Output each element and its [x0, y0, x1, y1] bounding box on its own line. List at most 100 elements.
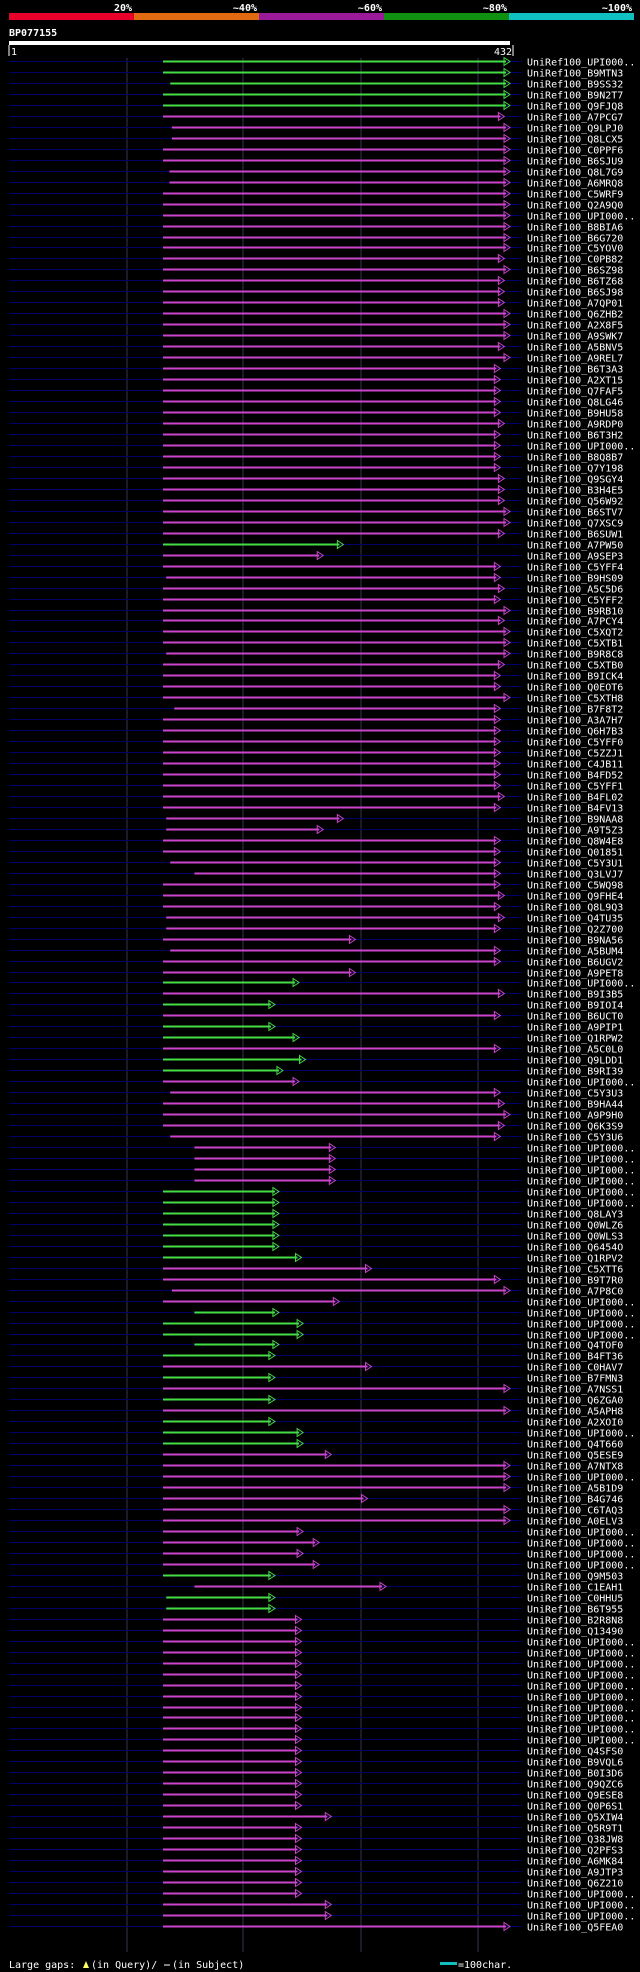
- hit-label[interactable]: UniRef100_C5YFF2: [527, 596, 623, 607]
- hit-label[interactable]: UniRef100_Q5R9T1: [527, 1824, 623, 1835]
- hit-label[interactable]: UniRef100_Q9FHE4: [527, 892, 623, 903]
- hit-row[interactable]: UniRef100_Q0WLZ6: [9, 1219, 623, 1232]
- hit-row[interactable]: UniRef100_A9T5Z3: [9, 824, 623, 837]
- hit-row[interactable]: UniRef100_Q2PFS3: [9, 1844, 623, 1857]
- hit-row[interactable]: UniRef100_Q6K3S9: [9, 1120, 623, 1133]
- hit-row[interactable]: UniRef100_A9RDP0: [9, 418, 623, 431]
- hit-label[interactable]: UniRef100_Q0WLS3: [527, 1232, 623, 1243]
- hit-row[interactable]: UniRef100_UPI000..: [9, 977, 635, 990]
- hit-row[interactable]: UniRef100_B0I3D6: [9, 1767, 623, 1780]
- hit-label[interactable]: UniRef100_C5YFF1: [527, 782, 623, 793]
- hit-label[interactable]: UniRef100_UPI000..: [527, 1320, 635, 1331]
- hit-label[interactable]: UniRef100_A7PW50: [527, 541, 623, 552]
- hit-row[interactable]: UniRef100_Q6H7B3: [9, 725, 623, 738]
- hit-row[interactable]: UniRef100_UPI000..: [9, 1471, 635, 1484]
- hit-label[interactable]: UniRef100_B6UGV2: [527, 958, 623, 969]
- hit-label[interactable]: UniRef100_A9JTP3: [527, 1868, 623, 1879]
- hit-label[interactable]: UniRef100_Q9FJQ8: [527, 102, 623, 113]
- hit-row[interactable]: UniRef100_B6SJU9: [9, 155, 623, 168]
- hit-row[interactable]: UniRef100_A5C5D6: [9, 583, 623, 596]
- hit-row[interactable]: UniRef100_C5YFF4: [9, 561, 623, 574]
- hit-label[interactable]: UniRef100_C5XTB0: [527, 661, 623, 672]
- hit-label[interactable]: UniRef100_UPI000..: [527, 1890, 635, 1901]
- hit-row[interactable]: UniRef100_C0PPF6: [9, 144, 623, 157]
- hit-row[interactable]: UniRef100_A2XT15: [9, 374, 623, 387]
- hit-label[interactable]: UniRef100_Q5XIW4: [527, 1813, 623, 1824]
- hit-label[interactable]: UniRef100_Q7Y198: [527, 464, 623, 475]
- hit-row[interactable]: UniRef100_A9SEP3: [9, 550, 623, 563]
- hit-label[interactable]: UniRef100_B8Q8B7: [527, 453, 623, 464]
- hit-row[interactable]: UniRef100_Q4TOF0: [9, 1339, 623, 1352]
- hit-label[interactable]: UniRef100_A5BUM4: [527, 947, 623, 958]
- hit-row[interactable]: UniRef100_A2XOI0: [9, 1416, 623, 1429]
- hit-row[interactable]: UniRef100_C5XQT2: [9, 626, 623, 639]
- hit-label[interactable]: UniRef100_UPI000..: [527, 1155, 635, 1166]
- hit-label[interactable]: UniRef100_UPI000..: [527, 1682, 635, 1693]
- hit-row[interactable]: UniRef100_B4G746: [9, 1493, 623, 1506]
- hit-row[interactable]: UniRef100_C5XTH8: [9, 692, 623, 705]
- hit-label[interactable]: UniRef100_UPI000..: [527, 1649, 635, 1660]
- hit-row[interactable]: UniRef100_C5Y3U3: [9, 1087, 623, 1100]
- hit-label[interactable]: UniRef100_C5XTB1: [527, 639, 623, 650]
- hit-label[interactable]: UniRef100_Q1RPV2: [527, 1254, 623, 1265]
- hit-label[interactable]: UniRef100_A9T5Z3: [527, 826, 623, 837]
- hit-row[interactable]: UniRef100_C5YFF2: [9, 594, 623, 607]
- hit-row[interactable]: UniRef100_B6UGV2: [9, 956, 623, 969]
- hit-label[interactable]: UniRef100_A7NTX8: [527, 1462, 623, 1473]
- hit-label[interactable]: UniRef100_Q6H7B3: [527, 727, 623, 738]
- hit-label[interactable]: UniRef100_C0PB82: [527, 255, 623, 266]
- hit-row[interactable]: UniRef100_B9SS32: [9, 78, 623, 91]
- hit-label[interactable]: UniRef100_C5YFF4: [527, 563, 623, 574]
- hit-label[interactable]: UniRef100_A9RDP0: [527, 420, 623, 431]
- hit-label[interactable]: UniRef100_UPI000..: [527, 1473, 635, 1484]
- hit-label[interactable]: UniRef100_B6SUW1: [527, 530, 623, 541]
- hit-row[interactable]: UniRef100_A9JTP3: [9, 1866, 623, 1879]
- hit-row[interactable]: UniRef100_A3A7H7: [9, 714, 623, 727]
- hit-row[interactable]: UniRef100_UPI000..: [9, 1888, 635, 1901]
- hit-label[interactable]: UniRef100_Q0P6S1: [527, 1802, 623, 1813]
- hit-label[interactable]: UniRef100_B4FL02: [527, 793, 623, 804]
- hit-label[interactable]: UniRef100_C5ZZJ1: [527, 749, 623, 760]
- hit-row[interactable]: UniRef100_UPI000..: [9, 1307, 635, 1320]
- hit-row[interactable]: UniRef100_Q7FAF5: [9, 385, 623, 398]
- hit-label[interactable]: UniRef100_Q0EOT6: [527, 683, 623, 694]
- hit-row[interactable]: UniRef100_Q0EOT6: [9, 681, 623, 694]
- hit-row[interactable]: UniRef100_Q38JW8: [9, 1833, 623, 1846]
- hit-label[interactable]: UniRef100_C4JB11: [527, 760, 623, 771]
- hit-label[interactable]: UniRef100_A5BNV5: [527, 343, 623, 354]
- hit-row[interactable]: UniRef100_B4FL02: [9, 791, 623, 804]
- hit-row[interactable]: UniRef100_B9RB10: [9, 605, 623, 618]
- hit-row[interactable]: UniRef100_UPI000..: [9, 1153, 635, 1166]
- hit-label[interactable]: UniRef100_UPI000..: [527, 1177, 635, 1188]
- hit-label[interactable]: UniRef100_Q2PFS3: [527, 1846, 623, 1857]
- hit-label[interactable]: UniRef100_B9T7R0: [527, 1276, 623, 1287]
- hit-row[interactable]: UniRef100_B9T7R0: [9, 1274, 623, 1287]
- hit-row[interactable]: UniRef100_Q2A9Q0: [9, 199, 623, 212]
- hit-label[interactable]: UniRef100_UPI000..: [527, 1550, 635, 1561]
- hit-row[interactable]: UniRef100_C5YFF0: [9, 736, 623, 749]
- hit-label[interactable]: UniRef100_Q6K3S9: [527, 1122, 623, 1133]
- hit-label[interactable]: UniRef100_C1EAH1: [527, 1583, 623, 1594]
- hit-row[interactable]: UniRef100_C6TAQ3: [9, 1504, 623, 1517]
- hit-label[interactable]: UniRef100_C5XTH8: [527, 694, 623, 705]
- hit-label[interactable]: UniRef100_A9PIP1: [527, 1023, 623, 1034]
- hit-label[interactable]: UniRef100_B4FT36: [527, 1352, 623, 1363]
- hit-row[interactable]: UniRef100_A7NTX8: [9, 1460, 623, 1473]
- hit-row[interactable]: UniRef100_B6T955: [9, 1603, 623, 1616]
- hit-label[interactable]: UniRef100_Q01851: [527, 848, 623, 859]
- hit-label[interactable]: UniRef100_C5Y3U1: [527, 859, 623, 870]
- hit-row[interactable]: UniRef100_Q6454O: [9, 1241, 623, 1254]
- hit-label[interactable]: UniRef100_B6G720: [527, 234, 623, 245]
- hit-label[interactable]: UniRef100_Q9M503: [527, 1572, 623, 1583]
- hit-row[interactable]: UniRef100_UPI000..: [9, 1142, 635, 1155]
- hit-label[interactable]: UniRef100_B6T955: [527, 1605, 623, 1616]
- hit-row[interactable]: UniRef100_C5XTB0: [9, 659, 623, 672]
- hit-label[interactable]: UniRef100_UPI000..: [527, 1912, 635, 1923]
- hit-row[interactable]: UniRef100_A9PIP1: [9, 1021, 623, 1034]
- hit-row[interactable]: UniRef100_B4FV13: [9, 802, 623, 815]
- hit-label[interactable]: UniRef100_UPI000..: [527, 1166, 635, 1177]
- hit-label[interactable]: UniRef100_B9VQL6: [527, 1758, 623, 1769]
- hit-label[interactable]: UniRef100_B6T3A3: [527, 365, 623, 376]
- hit-row[interactable]: UniRef100_B3H4E5: [9, 484, 623, 497]
- hit-row[interactable]: UniRef100_Q0WLS3: [9, 1230, 623, 1243]
